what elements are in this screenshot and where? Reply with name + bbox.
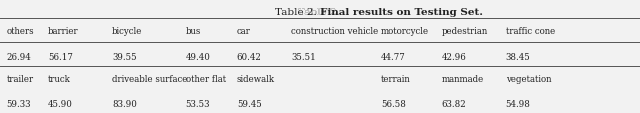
Text: traffic cone: traffic cone xyxy=(506,27,555,36)
Text: driveable surface: driveable surface xyxy=(112,75,188,84)
Text: 39.55: 39.55 xyxy=(112,52,136,61)
Text: construction vehicle: construction vehicle xyxy=(291,27,378,36)
Text: 53.53: 53.53 xyxy=(186,100,210,108)
Text: Table 2.: Table 2. xyxy=(298,8,342,17)
Text: 56.58: 56.58 xyxy=(381,100,406,108)
Text: vegetation: vegetation xyxy=(506,75,551,84)
Text: 45.90: 45.90 xyxy=(48,100,73,108)
Text: 26.94: 26.94 xyxy=(6,52,31,61)
Text: 35.51: 35.51 xyxy=(291,52,316,61)
Text: 49.40: 49.40 xyxy=(186,52,211,61)
Text: 63.82: 63.82 xyxy=(442,100,467,108)
Text: bus: bus xyxy=(186,27,201,36)
Text: 42.96: 42.96 xyxy=(442,52,467,61)
Text: 59.45: 59.45 xyxy=(237,100,262,108)
Text: barrier: barrier xyxy=(48,27,79,36)
Text: 56.17: 56.17 xyxy=(48,52,73,61)
Text: other flat: other flat xyxy=(186,75,226,84)
Text: bicycle: bicycle xyxy=(112,27,142,36)
Text: Final results on Testing Set.: Final results on Testing Set. xyxy=(320,8,483,17)
Text: manmade: manmade xyxy=(442,75,484,84)
Text: 38.45: 38.45 xyxy=(506,52,531,61)
Text: car: car xyxy=(237,27,251,36)
Text: 83.90: 83.90 xyxy=(112,100,137,108)
Text: motorcycle: motorcycle xyxy=(381,27,429,36)
Text: terrain: terrain xyxy=(381,75,410,84)
Text: others: others xyxy=(6,27,34,36)
Text: 54.98: 54.98 xyxy=(506,100,531,108)
Text: trailer: trailer xyxy=(6,75,33,84)
Text: 59.33: 59.33 xyxy=(6,100,31,108)
Text: Table 2.: Table 2. xyxy=(275,8,320,17)
Text: truck: truck xyxy=(48,75,71,84)
Text: 44.77: 44.77 xyxy=(381,52,406,61)
Text: 60.42: 60.42 xyxy=(237,52,262,61)
Text: pedestrian: pedestrian xyxy=(442,27,488,36)
Text: Table 2.: Table 2. xyxy=(298,8,342,17)
Text: sidewalk: sidewalk xyxy=(237,75,275,84)
